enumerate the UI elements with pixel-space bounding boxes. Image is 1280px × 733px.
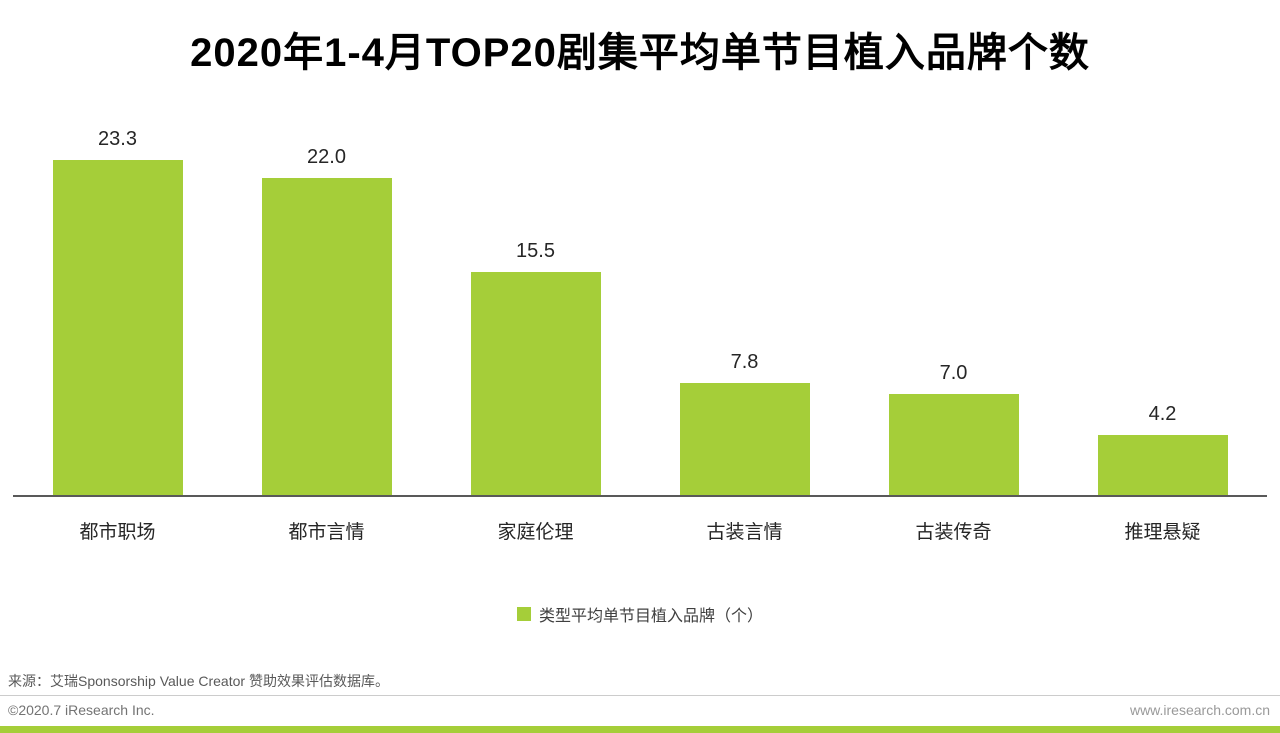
- chart-page: 2020年1-4月TOP20剧集平均单节目植入品牌个数 23.3 22.0 15.5…: [0, 20, 1280, 733]
- bar-value-label: 7.8: [730, 350, 759, 373]
- bar-value-label: 22.0: [307, 146, 346, 169]
- bar-column: 7.0: [849, 362, 1058, 495]
- category-label: 都市职场: [79, 522, 156, 543]
- footer-row: ©2020.7 iResearch Inc. www.iresearch.com…: [0, 695, 1280, 726]
- footer-accent-strip: [0, 726, 1280, 733]
- bar: [1097, 434, 1228, 495]
- category-label: 都市言情: [288, 522, 365, 543]
- bar-value-label: 23.3: [98, 127, 137, 150]
- website-link[interactable]: www.iresearch.com.cn: [1129, 702, 1270, 718]
- bar: [888, 394, 1019, 495]
- bar-value-label: 15.5: [516, 239, 555, 262]
- bar: [470, 271, 601, 495]
- footer: ©2020.7 iResearch Inc. www.iresearch.com…: [0, 695, 1280, 733]
- category-label: 推理悬疑: [1124, 522, 1201, 543]
- copyright: ©2020.7 iResearch Inc.: [8, 702, 155, 718]
- bar: [52, 159, 183, 495]
- bar: [261, 178, 392, 495]
- legend-swatch-icon: [516, 607, 531, 621]
- bar-value-label: 7.0: [939, 362, 968, 385]
- source-note: 来源：艾瑞Sponsorship Value Creator 赞助效果评估数据库…: [8, 673, 389, 689]
- bar: [679, 382, 810, 495]
- bar-column: 22.0: [222, 146, 431, 495]
- legend-label: 类型平均单节目植入品牌（个）: [538, 608, 763, 625]
- bar-column: 4.2: [1058, 402, 1267, 495]
- bar-chart: 23.3 22.0 15.5 7.8 7.0 4.2 都市职场 都市言情 家庭伦理 古装言情 古装…: [13, 112, 1267, 544]
- bar-column: 15.5: [431, 240, 640, 495]
- bar-value-label: 4.2: [1148, 402, 1177, 425]
- bar-column: 7.8: [640, 351, 849, 495]
- bar-column: 23.3: [13, 127, 222, 495]
- category-label: 古装言情: [706, 522, 783, 543]
- category-axis: 都市职场 都市言情 家庭伦理 古装言情 古装传奇 推理悬疑: [13, 497, 1267, 544]
- category-label: 家庭伦理: [497, 522, 574, 543]
- chart-title: 2020年1-4月TOP20剧集平均单节目植入品牌个数: [190, 31, 1090, 75]
- plot-area: 23.3 22.0 15.5 7.8 7.0 4.2: [13, 112, 1267, 497]
- category-label: 古装传奇: [915, 522, 992, 543]
- legend: 类型平均单节目植入品牌（个）: [0, 602, 1280, 626]
